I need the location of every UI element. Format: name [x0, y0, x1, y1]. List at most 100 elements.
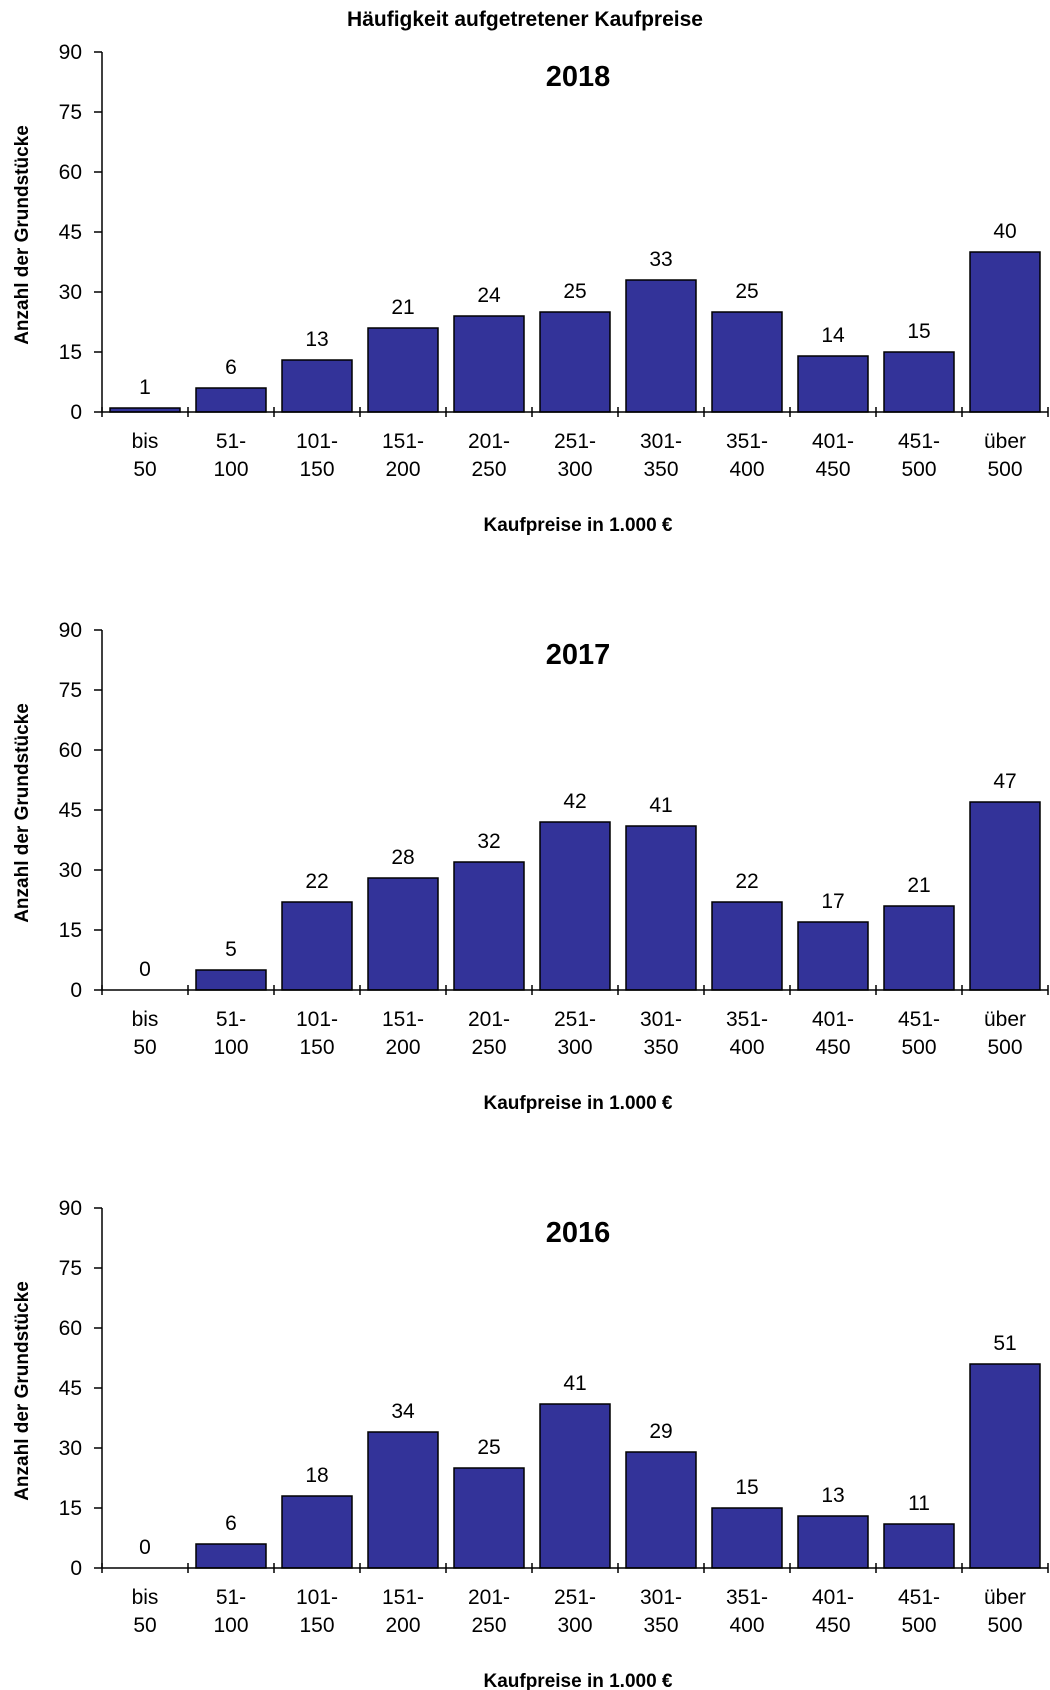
x-tick-label: 500	[901, 458, 936, 481]
bar	[539, 311, 611, 413]
bar	[453, 861, 525, 991]
bar	[883, 1523, 955, 1569]
y-tick-label: 15	[59, 341, 82, 364]
y-tick-label: 0	[70, 401, 82, 424]
x-tick-label: 401-	[812, 1008, 854, 1031]
bar	[969, 801, 1041, 991]
x-tick-label: 151-	[382, 1586, 424, 1609]
data-label: 6	[225, 1512, 237, 1535]
x-tick-label: 100	[213, 458, 248, 481]
data-label: 14	[821, 324, 845, 347]
y-tick-label: 0	[70, 1557, 82, 1580]
y-tick-label: 60	[59, 739, 82, 762]
x-tick-label: 150	[299, 1036, 334, 1059]
data-label: 32	[477, 830, 500, 853]
x-tick-label: 351-	[726, 1586, 768, 1609]
x-tick-label: 450	[815, 1614, 850, 1637]
data-label: 22	[735, 870, 758, 893]
x-tick-label: 450	[815, 458, 850, 481]
data-label: 15	[907, 320, 930, 343]
y-tick-label: 30	[59, 1437, 82, 1460]
x-tick-label: 451-	[898, 430, 940, 453]
bar	[453, 1467, 525, 1569]
bar	[711, 311, 783, 413]
x-tick-label: 251-	[554, 1586, 596, 1609]
page-title: Häufigkeit aufgetretener Kaufpreise	[347, 8, 703, 31]
y-axis-label: Anzahl der Grundstücke	[12, 703, 33, 923]
bar	[195, 969, 267, 991]
y-tick-label: 60	[59, 161, 82, 184]
y-tick-label: 60	[59, 1317, 82, 1340]
y-tick-label: 75	[59, 101, 82, 124]
chart-title: 2018	[546, 61, 611, 93]
x-tick-label: 51-	[216, 430, 246, 453]
data-label: 25	[735, 280, 758, 303]
x-tick-label: bis	[132, 1008, 159, 1031]
x-tick-label: 50	[133, 1614, 156, 1637]
bar	[367, 1431, 439, 1569]
y-tick-label: 75	[59, 679, 82, 702]
x-tick-label: 201-	[468, 430, 510, 453]
x-tick-label: 201-	[468, 1586, 510, 1609]
data-label: 28	[391, 846, 414, 869]
x-tick-label: 50	[133, 1036, 156, 1059]
x-tick-label: 500	[987, 458, 1022, 481]
y-tick-label: 0	[70, 979, 82, 1002]
bar	[711, 1507, 783, 1569]
y-tick-label: 15	[59, 919, 82, 942]
y-tick-label: 90	[59, 41, 82, 64]
x-tick-label: 250	[471, 458, 506, 481]
x-tick-label: 250	[471, 1036, 506, 1059]
chart-2016: 0 6 18 34 25 41 29 15 13 11 51 0 15 30 45 60 75 90 bis 50 51…	[12, 1197, 1049, 1690]
bar	[969, 1363, 1041, 1569]
y-tick-label: 90	[59, 619, 82, 642]
data-label: 13	[821, 1484, 844, 1507]
data-label: 5	[225, 938, 237, 961]
x-tick-label: 151-	[382, 1008, 424, 1031]
bar	[711, 901, 783, 991]
x-tick-label: 500	[901, 1036, 936, 1059]
data-label: 0	[139, 958, 151, 981]
x-tick-label: 350	[643, 458, 678, 481]
data-label: 1	[139, 376, 151, 399]
data-label: 18	[305, 1464, 328, 1487]
data-label: 33	[649, 248, 672, 271]
x-tick-label: 50	[133, 458, 156, 481]
data-label: 24	[477, 284, 501, 307]
bar	[883, 351, 955, 413]
chart-title: 2017	[546, 639, 611, 671]
x-tick-label: bis	[132, 430, 159, 453]
x-tick-label: 300	[557, 1036, 592, 1059]
bar	[281, 359, 353, 413]
data-label: 34	[391, 1400, 415, 1423]
data-label: 17	[821, 890, 844, 913]
x-axis-label: Kaufpreise in 1.000 €	[483, 515, 672, 536]
x-tick-label: 451-	[898, 1586, 940, 1609]
data-label: 25	[563, 280, 586, 303]
bar	[797, 921, 869, 991]
x-tick-label: über	[984, 1586, 1026, 1609]
x-tick-label: 300	[557, 458, 592, 481]
x-tick-label: 350	[643, 1614, 678, 1637]
x-axis-label: Kaufpreise in 1.000 €	[483, 1093, 672, 1114]
y-axis-label: Anzahl der Grundstücke	[12, 1281, 33, 1501]
data-label: 11	[908, 1492, 930, 1515]
bar	[797, 1515, 869, 1569]
bar	[367, 877, 439, 991]
x-tick-label: 200	[385, 1036, 420, 1059]
x-tick-label: 301-	[640, 430, 682, 453]
x-tick-label: 500	[987, 1036, 1022, 1059]
x-tick-label: 251-	[554, 1008, 596, 1031]
x-tick-label: 301-	[640, 1586, 682, 1609]
y-axis-label: Anzahl der Grundstücke	[12, 125, 33, 345]
bar	[453, 315, 525, 413]
y-tick-label: 75	[59, 1257, 82, 1280]
x-tick-label: 401-	[812, 1586, 854, 1609]
bar	[797, 355, 869, 413]
y-tick-label: 45	[59, 221, 82, 244]
x-tick-label: bis	[132, 1586, 159, 1609]
x-tick-label: 401-	[812, 430, 854, 453]
bar	[539, 821, 611, 991]
bar	[281, 1495, 353, 1569]
